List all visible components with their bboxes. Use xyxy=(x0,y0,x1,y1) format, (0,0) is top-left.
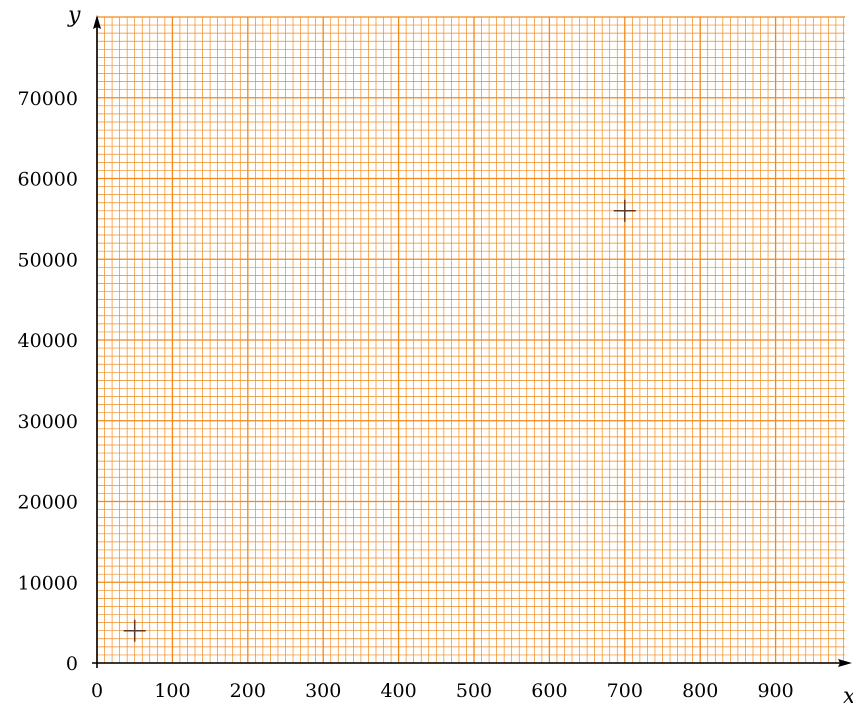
y-tick-label: 30000 xyxy=(18,411,78,433)
y-tick-label: 70000 xyxy=(18,88,78,110)
grid xyxy=(96,16,845,664)
x-tick-label: 500 xyxy=(456,680,492,702)
y-tick-labels: 0 10000 20000 30000 40000 50000 60000 70000 xyxy=(18,88,78,675)
data-point xyxy=(613,199,636,222)
x-tick-label: 800 xyxy=(682,680,718,702)
x-tick-label: 400 xyxy=(380,680,416,702)
x-axis-label: x xyxy=(843,684,853,706)
y-axis-label: y xyxy=(67,3,81,28)
axes xyxy=(92,15,852,668)
x-tick-label: 600 xyxy=(531,680,567,702)
y-axis-arrow xyxy=(93,15,101,29)
x-tick-label: 200 xyxy=(230,680,266,702)
y-tick-label: 60000 xyxy=(18,169,78,191)
x-tick-label: 100 xyxy=(154,680,190,702)
data-point xyxy=(123,619,146,642)
data-points xyxy=(123,199,636,642)
y-tick-label: 10000 xyxy=(18,572,78,594)
y-tick-label: 0 xyxy=(66,653,78,675)
x-tick-label: 300 xyxy=(305,680,341,702)
y-tick-label: 20000 xyxy=(18,492,78,514)
y-tick-label: 50000 xyxy=(18,249,78,271)
x-tick-label: 900 xyxy=(757,680,793,702)
y-tick-label: 40000 xyxy=(18,330,78,352)
x-tick-label: 700 xyxy=(607,680,643,702)
x-tick-label: 0 xyxy=(91,680,103,702)
x-tick-labels: 0 100 200 300 400 500 600 700 800 900 xyxy=(91,680,794,702)
x-axis-arrow xyxy=(838,659,852,667)
